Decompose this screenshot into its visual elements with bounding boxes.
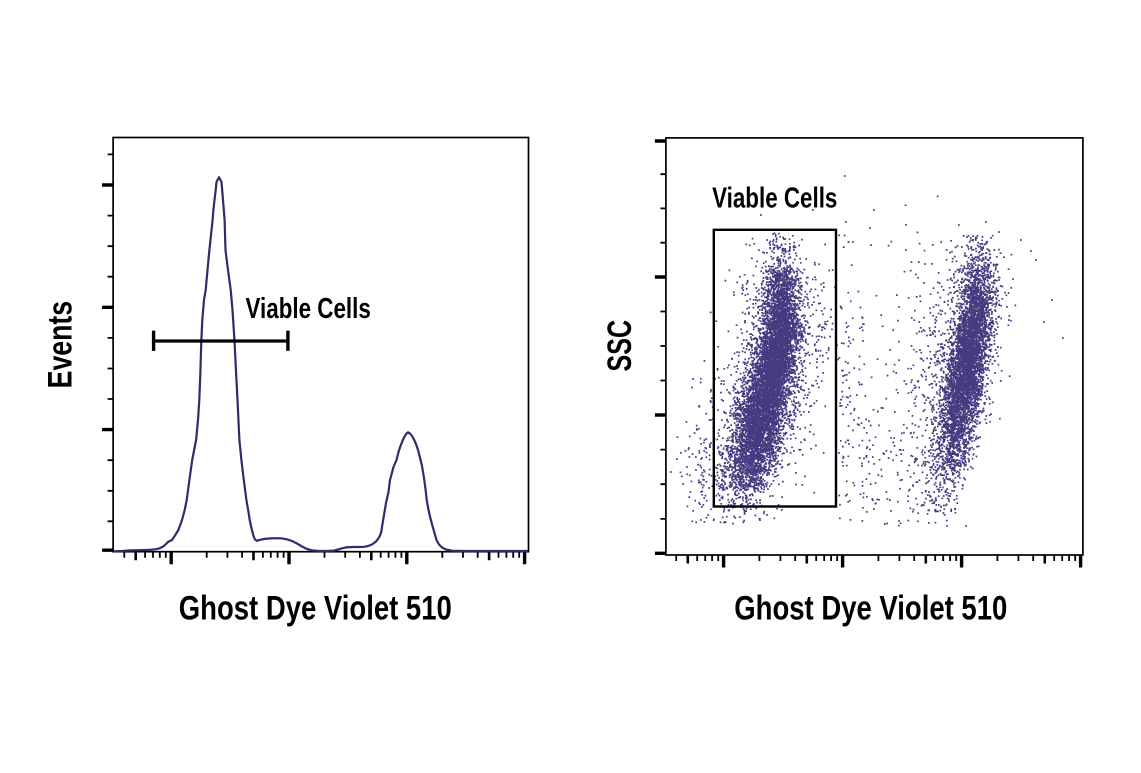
svg-text:Ghost Dye Violet 510: Ghost Dye Violet 510 (734, 589, 1007, 627)
svg-text:Events: Events (42, 301, 80, 389)
svg-text:Ghost Dye Violet 510: Ghost Dye Violet 510 (179, 589, 452, 627)
svg-text:Viable Cells: Viable Cells (712, 183, 837, 215)
svg-text:Viable Cells: Viable Cells (246, 293, 371, 325)
svg-text:SSC: SSC (601, 320, 639, 372)
